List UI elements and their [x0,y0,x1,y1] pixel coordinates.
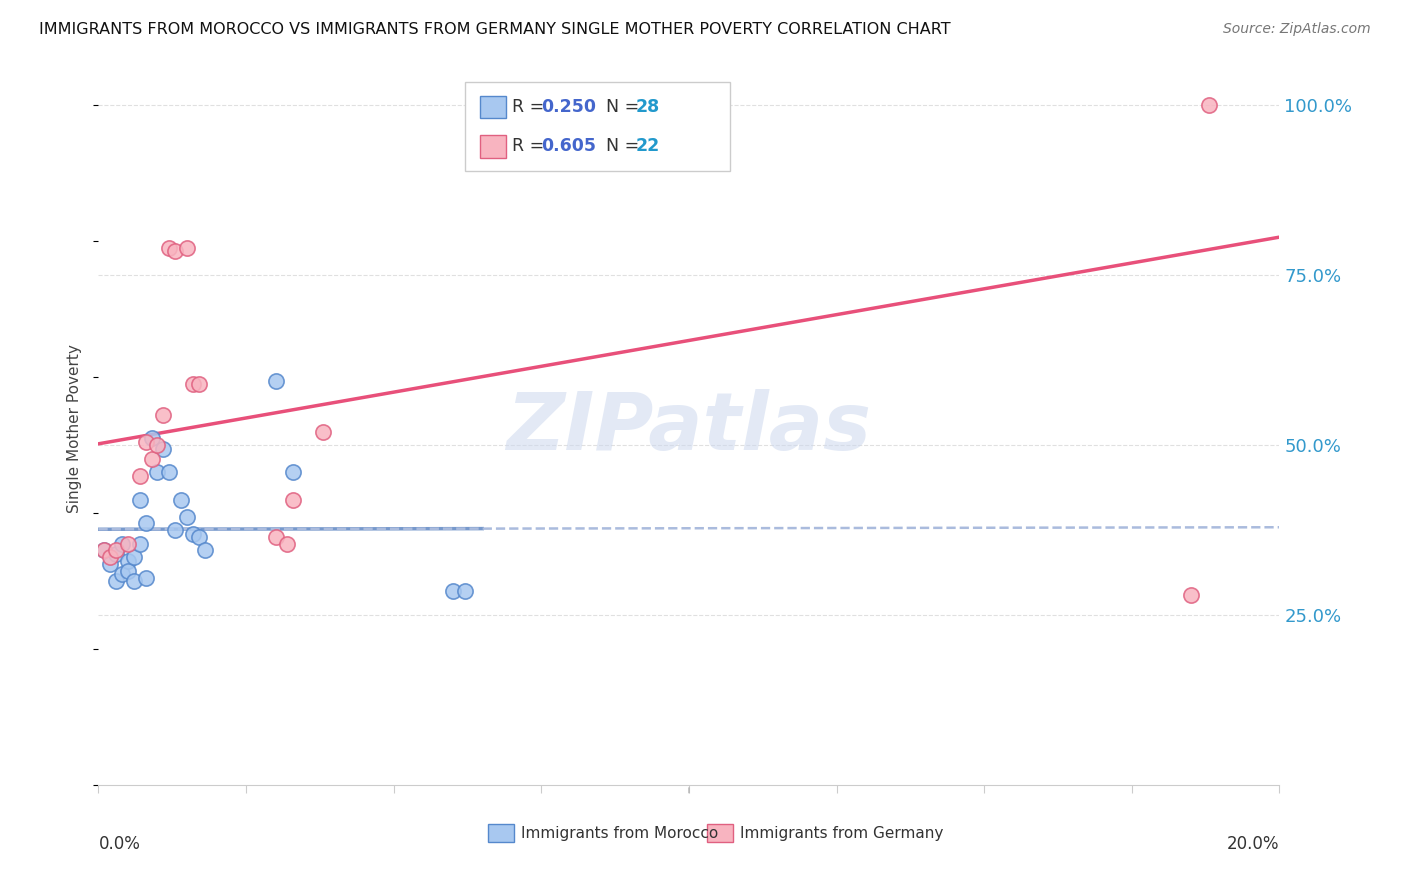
Point [93,543,115,558]
Text: R =: R = [512,98,550,116]
Point [122,550,145,565]
Point [276,537,298,551]
Point [105,574,128,588]
Point [111,567,134,582]
Bar [707,824,733,842]
Point [146,438,169,452]
Point [146,466,169,480]
Point [283,492,305,507]
Point [141,451,163,466]
Point [1198,98,1220,112]
Point [152,442,174,456]
Point [283,466,305,480]
Point [135,434,157,449]
Point [117,537,139,551]
Point [128,468,150,483]
Point [157,241,180,255]
Point [117,564,139,578]
Text: 0.605: 0.605 [541,137,596,155]
Text: 0.250: 0.250 [541,98,596,116]
Point [619,119,641,133]
Point [128,492,150,507]
Text: Immigrants from Germany: Immigrants from Germany [740,826,943,840]
Point [111,537,134,551]
Point [165,244,187,259]
Point [105,547,128,561]
Point [98,557,121,571]
Text: N =: N = [606,98,645,116]
Point [117,554,139,568]
Point [128,537,150,551]
Text: 20.0%: 20.0% [1227,835,1279,853]
Point [152,408,174,422]
Point [176,241,198,255]
Point [165,523,187,537]
Text: 28: 28 [636,98,659,116]
Point [453,584,475,599]
Point [105,543,128,558]
Point [187,376,209,391]
Point [264,374,287,388]
Text: ZIPatlas: ZIPatlas [506,389,872,467]
FancyBboxPatch shape [464,82,730,171]
Point [122,574,145,588]
Bar [479,135,506,158]
Point [648,119,671,133]
Point [135,571,157,585]
Point [181,376,204,391]
Point [93,543,115,558]
Text: 0.0%: 0.0% [98,835,141,853]
Text: IMMIGRANTS FROM MOROCCO VS IMMIGRANTS FROM GERMANY SINGLE MOTHER POVERTY CORRELA: IMMIGRANTS FROM MOROCCO VS IMMIGRANTS FR… [39,22,950,37]
Y-axis label: Single Mother Poverty: Single Mother Poverty [67,343,83,513]
Point [187,530,209,544]
Text: 22: 22 [636,137,659,155]
Point [264,530,287,544]
Point [441,584,464,599]
Point [141,431,163,445]
Point [1180,588,1202,602]
Point [170,492,193,507]
Text: N =: N = [606,137,645,155]
Bar [479,95,506,119]
Point [194,543,217,558]
Point [181,526,204,541]
Text: Source: ZipAtlas.com: Source: ZipAtlas.com [1223,22,1371,37]
Point [176,509,198,524]
Bar [488,824,515,842]
Point [98,550,121,565]
Point [312,425,335,439]
Text: Immigrants from Morocco: Immigrants from Morocco [522,826,718,840]
Point [157,466,180,480]
Text: R =: R = [512,137,550,155]
Point [135,516,157,531]
